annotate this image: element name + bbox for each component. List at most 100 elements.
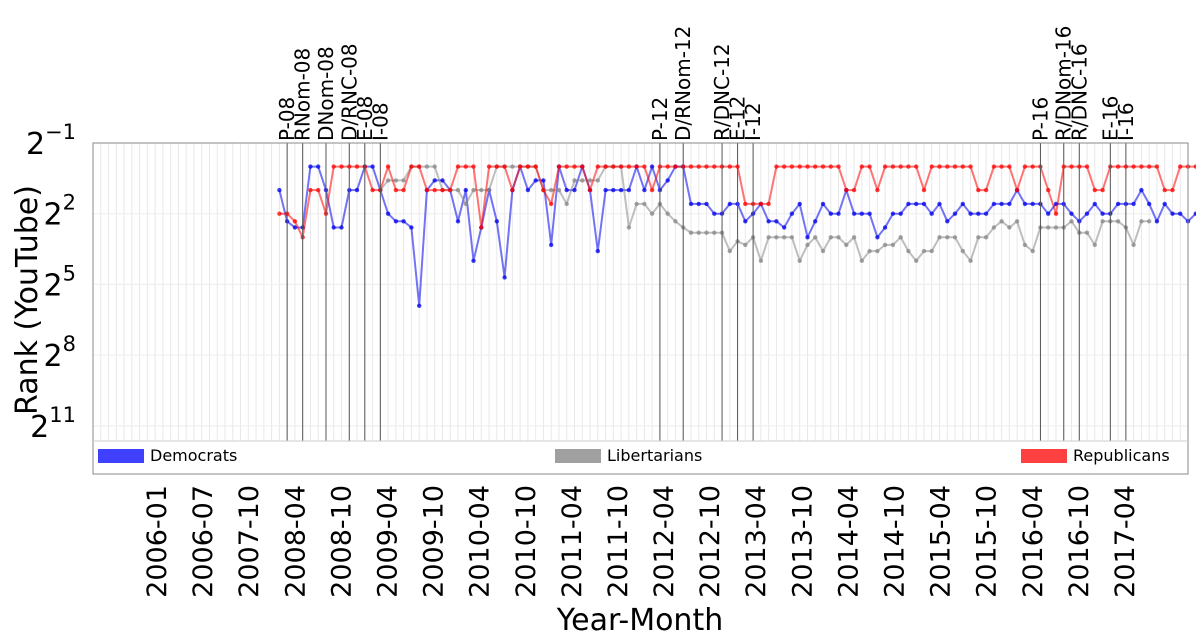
data-point-republicans bbox=[968, 164, 973, 169]
x-tick-label: 2013-10 bbox=[787, 485, 818, 598]
data-point-republicans bbox=[844, 187, 849, 193]
data-point-libertarians bbox=[952, 235, 958, 240]
x-tick-label: 2017-04 bbox=[1110, 485, 1141, 598]
data-point-republicans bbox=[859, 164, 864, 169]
legend-label-republicans: Republicans bbox=[1073, 446, 1170, 465]
data-point-republicans bbox=[1014, 187, 1020, 193]
data-point-republicans bbox=[1115, 164, 1121, 169]
data-point-republicans bbox=[1100, 187, 1105, 193]
data-point-libertarians bbox=[510, 164, 515, 169]
data-point-libertarians bbox=[828, 235, 833, 240]
data-point-libertarians bbox=[867, 248, 872, 254]
data-point-libertarians bbox=[688, 230, 694, 235]
data-point-libertarians bbox=[587, 178, 593, 183]
data-point-democrats bbox=[851, 211, 857, 216]
data-point-libertarians bbox=[704, 230, 709, 235]
data-point-libertarians bbox=[564, 201, 569, 207]
data-point-democrats bbox=[828, 211, 833, 216]
data-point-republicans bbox=[937, 164, 942, 169]
data-point-republicans bbox=[502, 164, 507, 169]
legend-swatch-democrats bbox=[98, 449, 144, 463]
data-point-democrats bbox=[572, 187, 577, 193]
data-point-libertarians bbox=[649, 211, 655, 216]
data-point-republicans bbox=[432, 187, 437, 193]
data-point-republicans bbox=[673, 164, 678, 169]
x-tick-label: 2006-07 bbox=[188, 485, 219, 598]
event-label: E-12 bbox=[726, 96, 750, 141]
x-axis-ticks: 2006-01 2006-07 2007-10 2008-04 2008-10 2009-… bbox=[142, 485, 1141, 598]
data-point-libertarians bbox=[758, 258, 764, 263]
data-point-republicans bbox=[1053, 211, 1059, 216]
data-point-republicans bbox=[1178, 164, 1183, 169]
data-point-libertarians bbox=[859, 258, 864, 263]
data-point-democrats bbox=[618, 187, 624, 193]
data-point-libertarians bbox=[797, 258, 802, 263]
data-point-republicans bbox=[525, 164, 531, 169]
data-point-republicans bbox=[882, 164, 888, 169]
data-point-democrats bbox=[1178, 211, 1183, 216]
data-point-republicans bbox=[292, 219, 298, 224]
data-point-republicans bbox=[385, 164, 391, 169]
y-tick-exponent: 11 bbox=[49, 403, 76, 427]
data-point-democrats bbox=[875, 235, 880, 240]
series-line-libertarians bbox=[379, 165, 1150, 262]
data-point-democrats bbox=[463, 187, 468, 193]
data-point-republicans bbox=[1131, 164, 1136, 169]
data-point-republicans bbox=[797, 164, 802, 169]
data-point-republicans bbox=[1069, 164, 1074, 169]
data-point-democrats bbox=[370, 164, 375, 169]
y-tick-exponent: 8 bbox=[63, 332, 76, 356]
data-point-libertarians bbox=[890, 242, 896, 248]
x-tick-label: 2016-10 bbox=[1064, 485, 1095, 598]
data-point-republicans bbox=[471, 164, 476, 169]
data-point-democrats bbox=[968, 211, 973, 216]
data-point-democrats bbox=[1007, 201, 1012, 207]
data-point-libertarians bbox=[1046, 225, 1051, 230]
data-point-democrats bbox=[277, 187, 282, 193]
data-point-republicans bbox=[308, 187, 313, 193]
data-point-democrats bbox=[782, 225, 787, 230]
data-point-democrats bbox=[494, 219, 499, 224]
data-point-democrats bbox=[898, 211, 903, 216]
data-point-libertarians bbox=[626, 225, 632, 230]
legend-label-democrats: Democrats bbox=[150, 446, 237, 465]
data-point-libertarians bbox=[634, 201, 639, 207]
data-point-democrats bbox=[393, 219, 399, 224]
data-point-republicans bbox=[649, 187, 655, 193]
data-point-republicans bbox=[277, 211, 282, 216]
data-point-democrats bbox=[525, 187, 531, 193]
data-point-democrats bbox=[952, 211, 958, 216]
x-tick-label: 2011-04 bbox=[557, 485, 588, 598]
data-point-libertarians bbox=[898, 235, 903, 240]
data-point-republicans bbox=[634, 164, 639, 169]
data-point-democrats bbox=[774, 219, 779, 224]
data-point-republicans bbox=[549, 201, 554, 207]
data-point-libertarians bbox=[836, 235, 841, 240]
data-point-republicans bbox=[440, 187, 445, 193]
data-point-democrats bbox=[339, 225, 344, 230]
event-label: P-12 bbox=[648, 97, 672, 141]
series-layer bbox=[277, 164, 1196, 308]
data-point-republicans bbox=[921, 187, 927, 193]
data-point-libertarians bbox=[1014, 219, 1020, 224]
data-point-democrats bbox=[455, 219, 461, 224]
data-point-republicans bbox=[828, 164, 833, 169]
data-point-democrats bbox=[727, 201, 732, 207]
event-label: E-16 bbox=[1098, 96, 1122, 141]
data-point-republicans bbox=[409, 164, 414, 169]
x-tick-label: 2011-10 bbox=[603, 485, 634, 598]
data-point-democrats bbox=[1069, 211, 1074, 216]
data-point-republicans bbox=[370, 187, 375, 193]
data-point-libertarians bbox=[945, 235, 950, 240]
data-point-democrats bbox=[1193, 211, 1196, 216]
data-point-republicans bbox=[1170, 187, 1175, 193]
data-point-libertarians bbox=[595, 178, 600, 183]
data-point-republicans bbox=[983, 187, 989, 193]
x-tick-label: 2008-04 bbox=[280, 485, 311, 598]
data-point-democrats bbox=[611, 187, 616, 193]
data-point-democrats bbox=[440, 178, 445, 183]
data-point-democrats bbox=[1147, 201, 1152, 207]
data-point-democrats bbox=[921, 201, 927, 207]
data-point-republicans bbox=[906, 164, 911, 169]
x-tick-label: 2012-10 bbox=[695, 485, 726, 598]
